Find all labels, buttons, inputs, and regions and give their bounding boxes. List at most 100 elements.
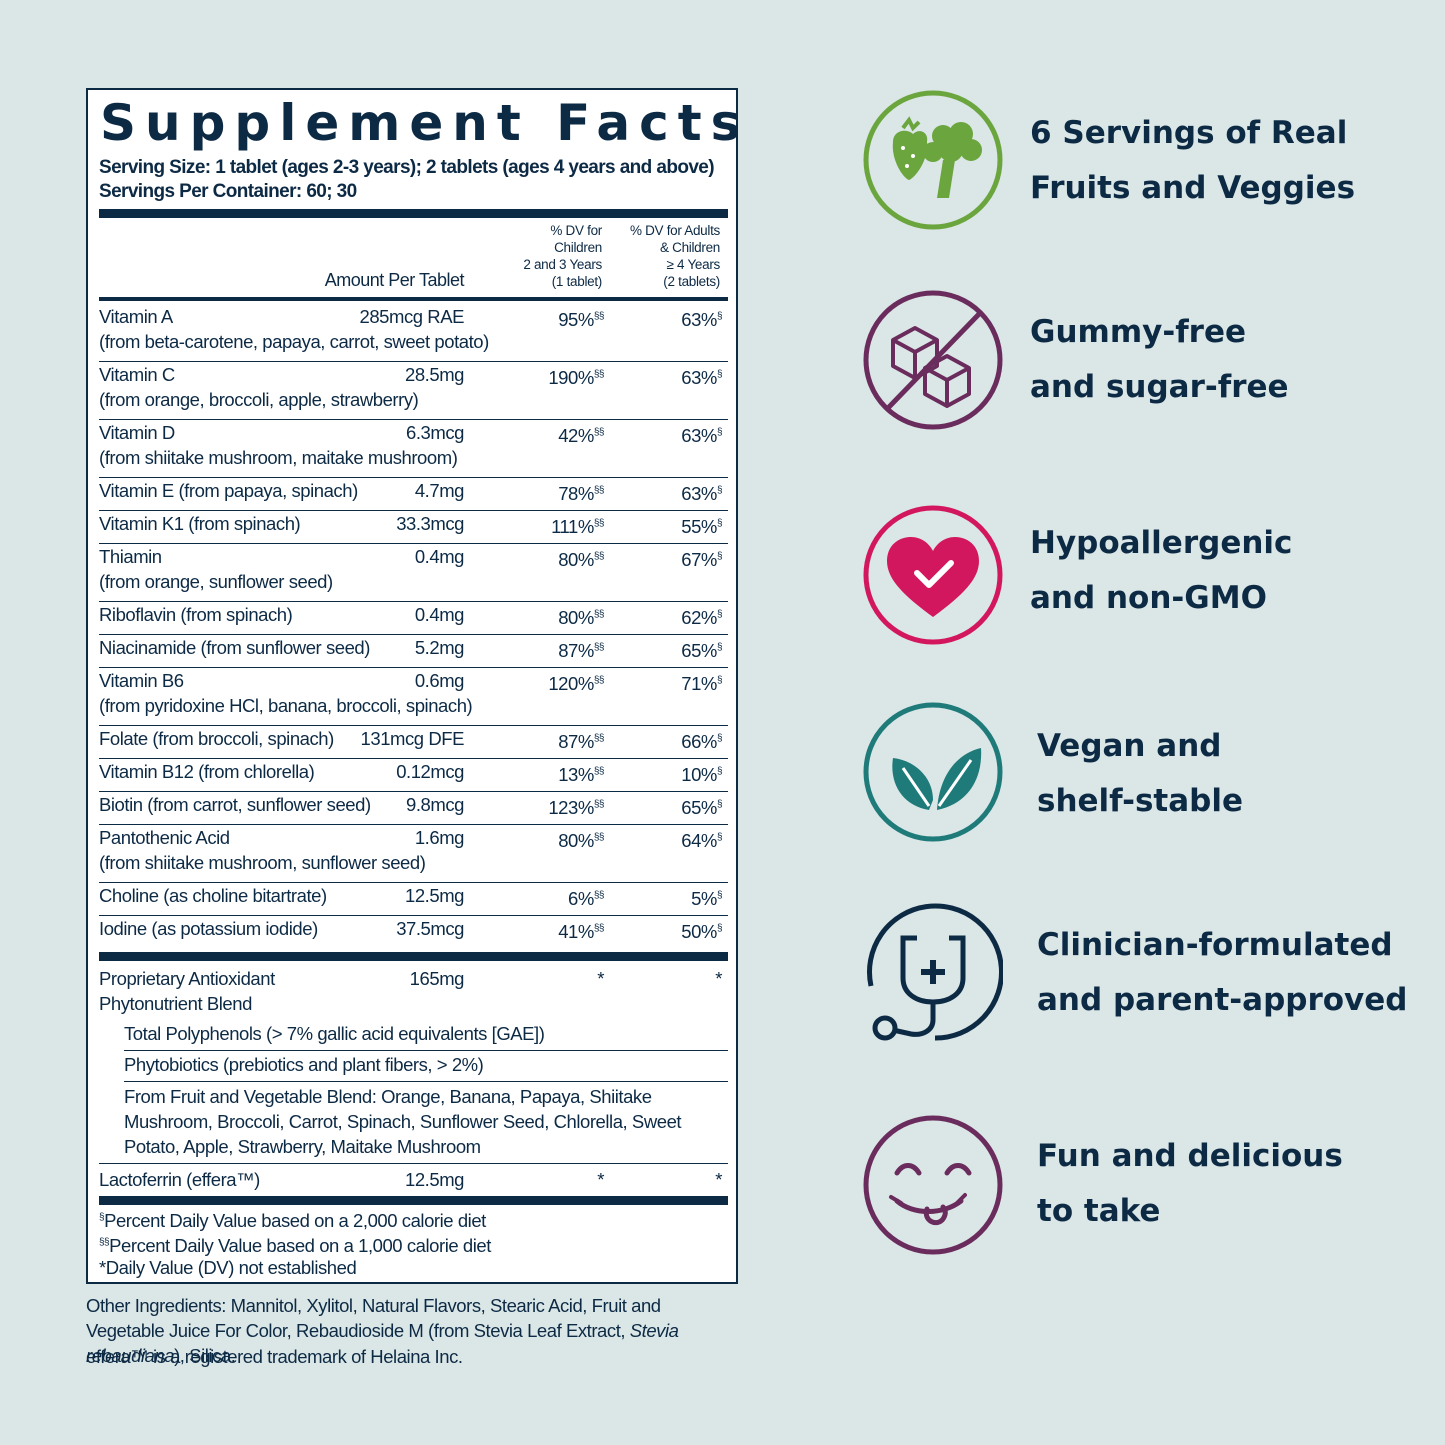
nutrient-amount: 131mcg DFE <box>360 728 465 749</box>
dv-child-value: 42%§§ <box>558 425 604 446</box>
nutrient-name: Vitamin K1 (from spinach) <box>99 513 301 534</box>
dv-child-value: 190%§§ <box>548 367 604 388</box>
feature-text: Vegan and shelf-stable <box>1037 728 1244 819</box>
nutrient-row: Pantothenic Acid (from shiitake mushroom,… <box>99 825 728 882</box>
nutrient-amount: 0.4mg <box>414 604 465 625</box>
dv-adult-value: 71%§ <box>681 673 722 694</box>
dv-adults-header: % DV for Adults & Children ≥ 4 Years (2 … <box>629 223 720 289</box>
feature-text: 6 Servings of Real Fruits and Veggies <box>1030 115 1356 206</box>
dv-child-value: 111%§§ <box>551 516 604 537</box>
nutrient-amount: 12.5mg <box>404 885 464 906</box>
feature-text: Hypoallergenic and non-GMO <box>1030 525 1293 616</box>
fruit-veggie-icon <box>863 90 1003 230</box>
blend-row: Proprietary Antioxidant Phytonutrient Bl… <box>99 966 728 1021</box>
dv-adult-value: 63%§ <box>681 483 722 504</box>
header-divider <box>99 297 728 301</box>
row-rule <box>124 1050 728 1051</box>
stethoscope-icon <box>867 903 1003 1041</box>
nutrient-amount: 0.4mg <box>414 546 465 567</box>
dv-child-value: 80%§§ <box>558 607 604 628</box>
nutrient-amount: 5.2mg <box>414 637 465 658</box>
nutrient-name: Biotin (from carrot, sunflower seed) <box>99 794 371 815</box>
blend-item: From Fruit and Vegetable Blend: Orange, … <box>124 1086 682 1157</box>
lactoferrin-amount: 12.5mg <box>404 1169 464 1190</box>
dv-child-value: 41%§§ <box>558 921 604 942</box>
nutrient-amount: 9.8mcg <box>406 794 464 815</box>
blend-item: Phytobiotics (prebiotics and plant fiber… <box>124 1054 484 1075</box>
row-rule <box>99 601 728 602</box>
nutrient-name: Choline (as choline bitartrate) <box>99 885 327 906</box>
dv-child-value: 123%§§ <box>548 797 604 818</box>
nutrient-source: (from orange, broccoli, apple, strawberr… <box>99 389 419 410</box>
row-rule <box>99 477 728 478</box>
serving-size: Serving Size: 1 tablet (ages 2-3 years);… <box>99 157 715 178</box>
row-rule <box>99 543 728 544</box>
thick-divider <box>99 952 728 961</box>
nutrient-amount: 0.6mg <box>414 670 465 691</box>
footnote: §§Percent Daily Value based on a 1,000 c… <box>99 1235 491 1256</box>
leaves-icon <box>863 702 1003 842</box>
dv-child-value: 13%§§ <box>558 764 604 785</box>
dv-adult-value: 63%§ <box>681 367 722 388</box>
row-rule <box>99 634 728 635</box>
dv-adult-value: 62%§ <box>681 607 722 628</box>
blend-name: Proprietary Antioxidant <box>99 968 275 989</box>
feature-text: Fun and delicious to take <box>1037 1138 1343 1229</box>
no-sugar-cubes-icon <box>863 290 1003 430</box>
nutrient-row: Vitamin E (from papaya, spinach) 4.7mg 78%… <box>99 478 728 510</box>
panel-title: Supplement Facts <box>100 94 750 152</box>
thick-divider <box>99 1196 728 1205</box>
blend-dv-child: * <box>597 968 604 989</box>
nutrient-name: Vitamin B12 (from chlorella) <box>99 761 315 782</box>
nutrient-name: Niacinamide (from sunflower seed) <box>99 637 370 658</box>
footnote: §Percent Daily Value based on a 2,000 ca… <box>99 1210 486 1231</box>
nutrient-name: Pantothenic Acid <box>99 827 230 848</box>
feature-text: Gummy-free and sugar-free <box>1030 314 1289 405</box>
nutrient-name: Riboflavin (from spinach) <box>99 604 293 625</box>
nutrient-source: (from shiitake mushroom, sunflower seed) <box>99 852 426 873</box>
blend-dv-adult: * <box>715 968 722 989</box>
nutrient-name: Thiamin <box>99 546 162 567</box>
nutrient-name: Vitamin A <box>99 306 173 327</box>
dv-adult-value: 64%§ <box>681 830 722 851</box>
dv-adult-value: 5%§ <box>691 888 722 909</box>
dv-adult-value: 50%§ <box>681 921 722 942</box>
other-ingredients: Other Ingredients: Mannitol, Xylitol, Na… <box>86 1295 679 1366</box>
nutrient-source: (from shiitake mushroom, maitake mushroo… <box>99 447 458 468</box>
lactoferrin-dv-child: * <box>597 1169 604 1190</box>
dv-child-value: 6%§§ <box>568 888 604 909</box>
smiley-tongue-icon <box>863 1115 1003 1255</box>
nutrient-source: (from pyridoxine HCl, banana, broccoli, … <box>99 695 473 716</box>
feature-text: Clinician-formulated and parent-approved <box>1037 927 1408 1018</box>
row-rule <box>99 510 728 511</box>
dv-child-value: 80%§§ <box>558 830 604 851</box>
nutrient-name: Vitamin B6 <box>99 670 184 691</box>
nutrient-amount: 28.5mg <box>404 364 464 385</box>
nutrient-source: (from beta-carotene, papaya, carrot, swe… <box>99 331 489 352</box>
dv-child-value: 78%§§ <box>558 483 604 504</box>
nutrient-amount: 1.6mg <box>414 827 465 848</box>
row-rule <box>99 419 728 420</box>
nutrient-name: Iodine (as potassium iodide) <box>99 918 318 939</box>
lactoferrin-name: Lactoferrin (effera™) <box>99 1169 260 1190</box>
nutrient-row: Biotin (from carrot, sunflower seed) 9.8m… <box>99 792 728 824</box>
row-rule <box>99 882 728 883</box>
nutrient-amount: 285mcg RAE <box>359 306 465 327</box>
nutrient-amount: 4.7mg <box>414 480 465 501</box>
servings-per-container: Servings Per Container: 60; 30 <box>99 181 357 202</box>
footnote: *Daily Value (DV) not established <box>99 1257 357 1278</box>
row-rule <box>99 667 728 668</box>
nutrient-row: Vitamin A (from beta-carotene, papaya, ca… <box>99 304 728 361</box>
nutrient-row: Vitamin K1 (from spinach) 33.3mcg 111%§§ 55… <box>99 511 728 543</box>
dv-adult-value: 65%§ <box>681 640 722 661</box>
nutrient-row: Choline (as choline bitartrate) 12.5mg 6%§… <box>99 883 728 915</box>
nutrient-row: Vitamin C (from orange, broccoli, apple, … <box>99 362 728 419</box>
dv-child-value: 95%§§ <box>558 309 604 330</box>
nutrient-row: Folate (from broccoli, spinach) 131mcg DF… <box>99 726 728 758</box>
nutrient-row: Thiamin (from orange, sunflower seed) 0.4m… <box>99 544 728 601</box>
nutrient-amount: 0.12mcg <box>396 761 464 782</box>
row-rule <box>99 1163 728 1164</box>
dv-adult-value: 65%§ <box>681 797 722 818</box>
row-rule <box>99 758 728 759</box>
dv-adult-value: 10%§ <box>681 764 722 785</box>
